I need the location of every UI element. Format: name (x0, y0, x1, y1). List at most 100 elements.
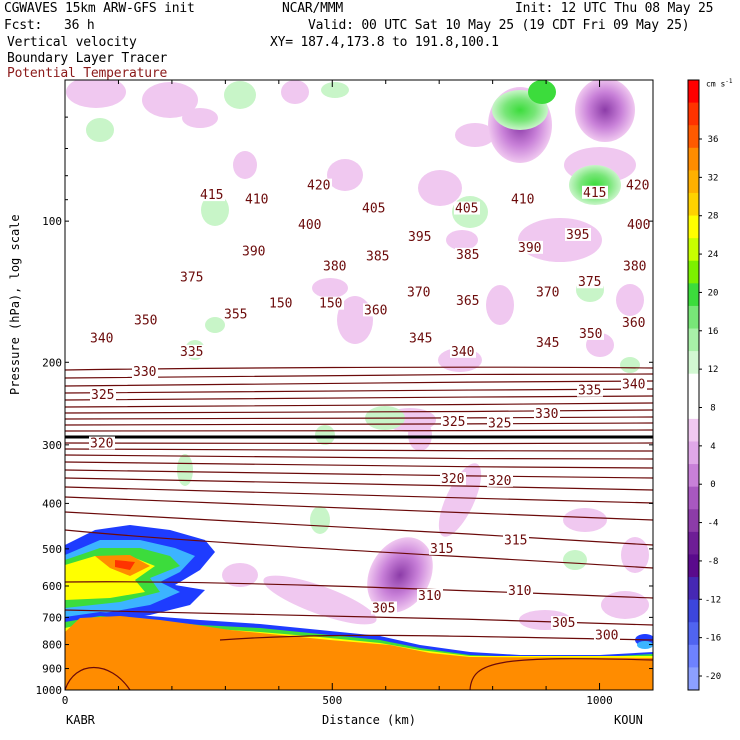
colorbar-swatch (688, 102, 699, 126)
theta-label-bg (621, 377, 647, 391)
x-endpoint-right: KOUN (614, 713, 643, 727)
theta-label: 305 (372, 601, 395, 616)
colorbar-label: -16 (705, 634, 721, 644)
theta-label-bg (89, 331, 115, 345)
cross-section-endpoints: XY= 187.4,173.8 to 191.8,100.1 (270, 35, 499, 50)
theta-label: 395 (408, 230, 431, 245)
colorbar-swatch (688, 486, 699, 510)
colorbar-label: 16 (708, 327, 719, 337)
colorbar-units: cm s-1 (706, 78, 733, 89)
field-boundary-layer-tracer: Boundary Layer Tracer (7, 51, 168, 66)
colorbar-label: -4 (708, 519, 719, 529)
theta-label: 415 (583, 186, 606, 201)
theta-label: 415 (200, 188, 223, 203)
colorbar-swatch (688, 464, 699, 488)
theta-label-bg (626, 218, 652, 232)
theta-label: 405 (455, 202, 478, 217)
colorbar-label: 20 (708, 288, 719, 298)
x-axis-title: Distance (km) (322, 713, 416, 727)
colorbar-label: -12 (705, 595, 721, 605)
theta-label-bg (406, 285, 432, 299)
theta-label-bg (417, 588, 443, 602)
theta-label: 385 (366, 250, 389, 265)
colorbar-label: 28 (708, 212, 719, 222)
theta-label: 385 (456, 248, 479, 263)
init-time: Init: 12 UTC Thu 08 May 25 (515, 1, 714, 16)
theta-label: 150 (269, 297, 292, 312)
theta-label-bg (510, 192, 536, 206)
theta-label: 325 (91, 388, 114, 403)
y-tick-label: 500 (42, 543, 62, 556)
theta-label: 390 (242, 244, 265, 259)
theta-label: 325 (488, 416, 511, 431)
colorbar-swatch (688, 238, 699, 262)
theta-label-bg (268, 296, 294, 310)
theta-label: 345 (409, 332, 432, 347)
theta-label: 310 (418, 589, 441, 604)
theta-label-bg (455, 247, 481, 261)
colorbar-swatch (688, 305, 699, 330)
theta-label-bg (89, 436, 115, 450)
theta-label-bg (440, 472, 466, 486)
theta-label-bg (594, 628, 620, 642)
forecast-hours: 36 h (64, 18, 95, 33)
y-axis-ticks: 100 200 300 400 500 600 700 800 900 1000 (36, 116, 653, 697)
x-axis-ticks: 0 500 1000 (62, 80, 654, 707)
theta-label: 420 (307, 179, 330, 194)
y-tick-label: 800 (42, 639, 62, 652)
colorbar-swatch (688, 80, 699, 104)
theta-label-bg (582, 185, 608, 199)
theta-label-bg (455, 293, 481, 307)
x-tick-label: 0 (62, 694, 69, 707)
y-tick-label: 1000 (36, 684, 63, 697)
theta-label: 325 (442, 415, 465, 430)
theta-label: 380 (623, 260, 646, 275)
theta-label: 320 (488, 474, 511, 489)
theta-label-bg (507, 584, 533, 598)
colorbar-swatch (688, 260, 699, 284)
theta-label: 150 (319, 297, 342, 312)
field-potential-temperature: Potential Temperature (7, 66, 168, 81)
colorbar-swatch (688, 147, 699, 171)
theta-label: 340 (622, 377, 645, 392)
theta-label: 335 (578, 384, 601, 399)
theta-label-bg (297, 218, 323, 232)
colorbar-swatch (688, 125, 699, 149)
colorbar-swatch (688, 577, 699, 601)
theta-label-bg (577, 383, 603, 397)
theta-label: 310 (508, 584, 531, 599)
theta-label-bg (322, 259, 348, 273)
theta-label-bg (90, 388, 116, 402)
theta-contour-labels: 415 410 420 405 400 405 410 415 420 395 390 395 400 3… (89, 178, 652, 643)
theta-label-bg (622, 259, 648, 273)
theta-label: 315 (430, 542, 453, 557)
theta-label: 420 (626, 179, 649, 194)
plot-frame (64, 79, 654, 691)
theta-label: 330 (535, 407, 558, 422)
colorbar-swatch (688, 215, 699, 239)
valid-time: Valid: 00 UTC Sat 10 May 25 (19 CDT Fri … (308, 18, 690, 33)
theta-label: 375 (578, 275, 601, 290)
theta-label: 375 (180, 271, 203, 286)
theta-label: 395 (566, 228, 589, 243)
theta-label: 370 (536, 286, 559, 301)
theta-label-bg (625, 178, 651, 192)
x-endpoint-left: KABR (66, 713, 95, 727)
colorbar-label: -8 (708, 557, 719, 567)
colorbar-swatch (688, 170, 699, 194)
theta-label: 300 (595, 628, 618, 643)
colorbar-label: 8 (710, 404, 715, 414)
organization: NCAR/MMM (282, 1, 344, 16)
theta-label-bg (223, 307, 249, 321)
field-vertical-velocity: Vertical velocity (7, 35, 137, 50)
theta-label: 345 (536, 336, 559, 351)
theta-label-bg (578, 326, 604, 340)
colorbar-frame (687, 79, 700, 691)
theta-label-bg (577, 275, 603, 289)
colorbar-swatch (688, 373, 699, 397)
theta-label: 360 (622, 316, 645, 331)
colorbar-swatch (688, 418, 699, 442)
theta-label-bg (517, 240, 543, 254)
colorbar-label: 12 (708, 365, 719, 375)
